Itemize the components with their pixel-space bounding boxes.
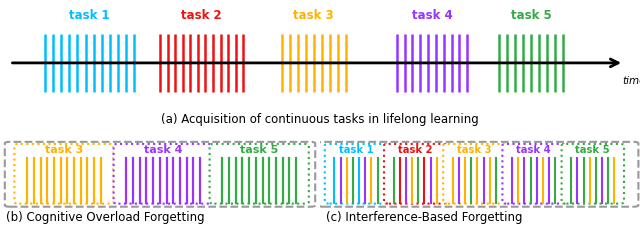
- Text: (c) Interference-Based Forgetting: (c) Interference-Based Forgetting: [326, 211, 523, 224]
- FancyBboxPatch shape: [502, 144, 564, 204]
- Text: task 2: task 2: [398, 145, 433, 155]
- FancyBboxPatch shape: [210, 144, 309, 204]
- FancyBboxPatch shape: [5, 142, 315, 207]
- Text: task 5: task 5: [240, 145, 278, 155]
- FancyBboxPatch shape: [384, 144, 447, 204]
- Text: task 3: task 3: [457, 145, 492, 155]
- Text: task 1: task 1: [339, 145, 373, 155]
- FancyBboxPatch shape: [319, 142, 639, 207]
- Text: task 5: task 5: [511, 9, 552, 22]
- Text: task 4: task 4: [144, 145, 182, 155]
- FancyBboxPatch shape: [114, 144, 212, 204]
- Text: task 5: task 5: [575, 145, 610, 155]
- Text: task 2: task 2: [181, 9, 222, 22]
- Text: task 3: task 3: [45, 145, 83, 155]
- Text: task 1: task 1: [69, 9, 110, 22]
- Text: (b) Cognitive Overload Forgetting: (b) Cognitive Overload Forgetting: [6, 211, 205, 224]
- Text: task 4: task 4: [516, 145, 551, 155]
- Text: task 3: task 3: [293, 9, 334, 22]
- Text: (a) Acquisition of continuous tasks in lifelong learning: (a) Acquisition of continuous tasks in l…: [161, 113, 479, 126]
- FancyBboxPatch shape: [562, 144, 624, 204]
- Text: task 4: task 4: [412, 9, 452, 22]
- FancyBboxPatch shape: [325, 144, 387, 204]
- FancyBboxPatch shape: [14, 144, 114, 204]
- FancyBboxPatch shape: [443, 144, 506, 204]
- Text: time: time: [622, 76, 640, 86]
